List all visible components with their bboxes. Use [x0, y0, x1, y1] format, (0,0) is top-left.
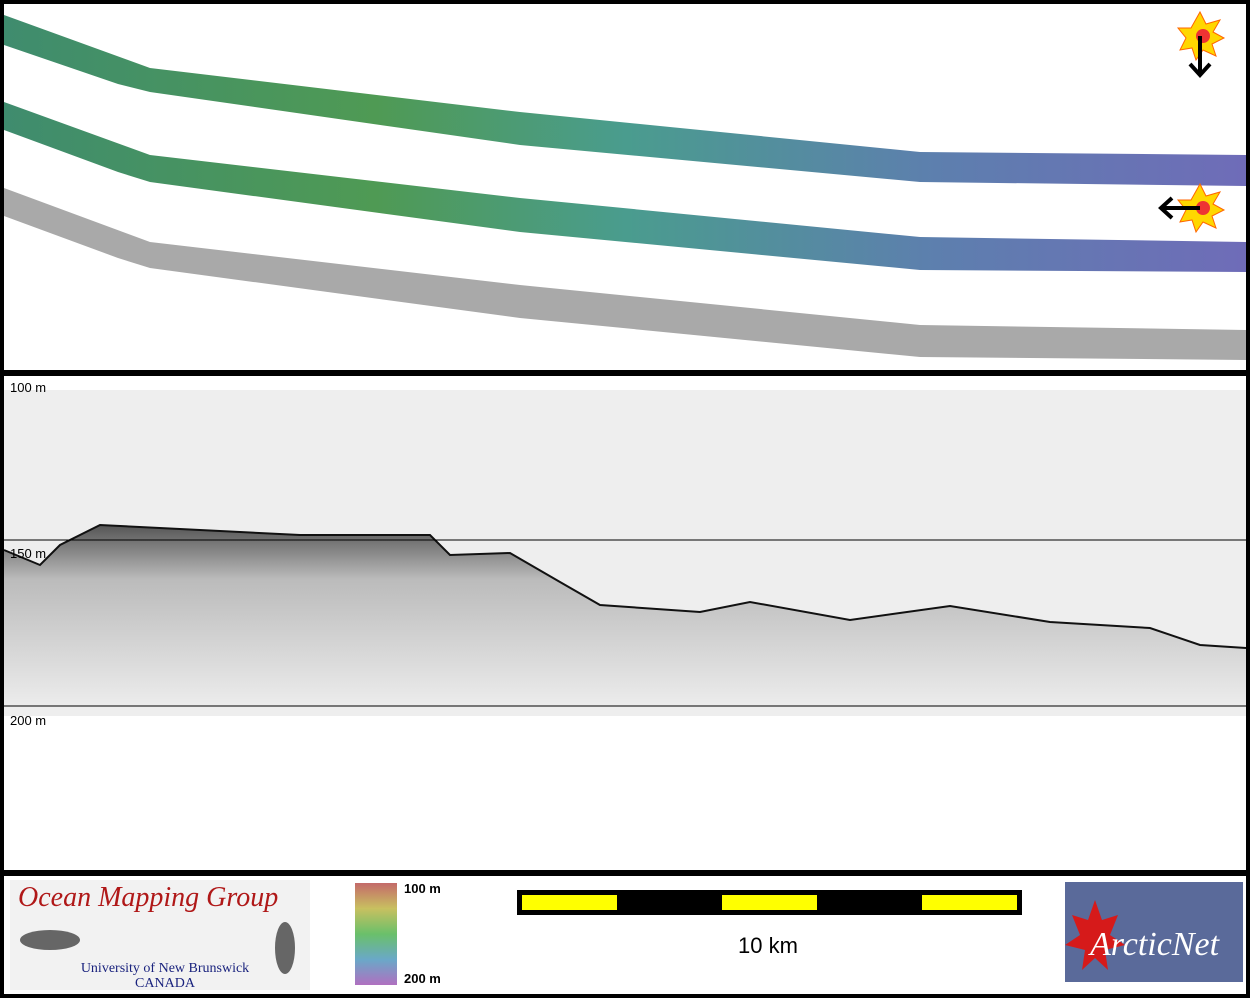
- arcticnet-name: ArcticNet: [1088, 926, 1221, 963]
- swath-backscatter: [4, 188, 1246, 360]
- sun-core: [1196, 201, 1210, 215]
- scale-segment: [522, 895, 617, 910]
- swath-shaded-1: [4, 15, 1246, 186]
- omg-title: Ocean Mapping Group: [18, 882, 278, 913]
- color-bar-label: 100 m: [404, 881, 441, 896]
- swath-shaded-2: [4, 102, 1246, 272]
- scale-segment: [922, 895, 1017, 910]
- seafloor: [3, 523, 1247, 649]
- depth-label: 150 m: [10, 546, 46, 561]
- scale-label: 10 km: [738, 933, 798, 958]
- maple-leaf: [1065, 900, 1125, 970]
- sun-icons: [1158, 10, 1226, 234]
- arrow-head: [1158, 196, 1174, 220]
- color-bar: [355, 883, 397, 985]
- swaths: [4, 15, 1246, 360]
- sediment: [4, 525, 1246, 706]
- omg-line: University of New Brunswick: [81, 961, 249, 976]
- logo-graphic: [20, 930, 80, 950]
- arrow-head: [1188, 62, 1212, 78]
- depth-label: 100 m: [10, 380, 46, 395]
- omg-line: CANADA: [135, 976, 196, 991]
- depth-label: 200 m: [10, 713, 46, 728]
- color-bar-label: 200 m: [404, 971, 441, 986]
- scale-segment: [722, 895, 817, 910]
- logo-graphic: [275, 922, 295, 974]
